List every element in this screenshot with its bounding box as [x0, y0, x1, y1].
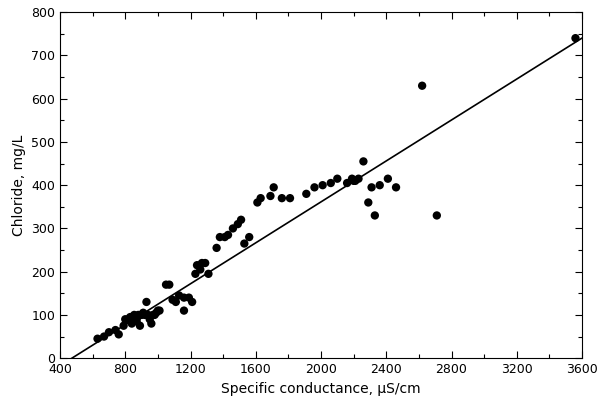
- Point: [171, 299, 181, 305]
- Point: [93, 335, 103, 342]
- Point: [212, 245, 221, 251]
- Point: [367, 184, 376, 190]
- Point: [142, 299, 151, 305]
- Point: [127, 320, 137, 327]
- Point: [187, 299, 197, 305]
- Point: [203, 271, 213, 277]
- Point: [223, 232, 233, 238]
- Point: [110, 327, 120, 333]
- Point: [326, 180, 335, 186]
- Point: [119, 322, 128, 329]
- Point: [359, 158, 368, 165]
- Point: [191, 271, 200, 277]
- Point: [99, 333, 109, 340]
- Point: [349, 177, 358, 184]
- Point: [179, 294, 189, 301]
- Point: [239, 240, 249, 247]
- Point: [145, 316, 155, 322]
- Point: [342, 180, 352, 186]
- Point: [114, 331, 124, 338]
- Point: [236, 217, 246, 223]
- Point: [375, 182, 385, 188]
- Point: [383, 175, 392, 182]
- Point: [104, 329, 114, 335]
- Point: [135, 322, 145, 329]
- Point: [432, 212, 442, 219]
- Point: [196, 266, 205, 273]
- Point: [310, 184, 319, 190]
- Point: [215, 234, 224, 240]
- Point: [130, 312, 139, 318]
- Point: [133, 314, 142, 320]
- Point: [133, 312, 143, 318]
- Point: [269, 184, 278, 190]
- Point: [347, 175, 357, 182]
- Point: [233, 221, 242, 228]
- Point: [200, 260, 210, 266]
- Y-axis label: Chloride, mg/L: Chloride, mg/L: [11, 134, 26, 236]
- Point: [146, 320, 156, 327]
- X-axis label: Specific conductance, μS/cm: Specific conductance, μS/cm: [221, 382, 421, 396]
- Point: [266, 193, 275, 199]
- Point: [256, 195, 265, 201]
- Point: [228, 225, 238, 232]
- Point: [131, 316, 140, 322]
- Point: [121, 316, 130, 322]
- Point: [302, 190, 311, 197]
- Point: [124, 316, 133, 322]
- Point: [571, 35, 580, 42]
- Point: [332, 175, 342, 182]
- Point: [350, 177, 360, 184]
- Point: [179, 307, 189, 314]
- Point: [148, 312, 158, 318]
- Point: [174, 292, 184, 299]
- Point: [150, 312, 160, 318]
- Point: [151, 309, 161, 316]
- Point: [140, 312, 149, 318]
- Point: [125, 314, 135, 320]
- Point: [184, 294, 194, 301]
- Point: [197, 260, 207, 266]
- Point: [137, 312, 146, 318]
- Point: [192, 262, 202, 269]
- Point: [139, 309, 148, 316]
- Point: [253, 199, 262, 206]
- Point: [161, 281, 171, 288]
- Point: [370, 212, 380, 219]
- Point: [220, 234, 230, 240]
- Point: [244, 234, 254, 240]
- Point: [168, 297, 178, 303]
- Point: [318, 182, 328, 188]
- Point: [391, 184, 401, 190]
- Point: [153, 307, 163, 314]
- Point: [354, 175, 364, 182]
- Point: [418, 83, 427, 89]
- Point: [285, 195, 295, 201]
- Point: [277, 195, 287, 201]
- Point: [143, 312, 153, 318]
- Point: [155, 307, 164, 314]
- Point: [132, 318, 142, 325]
- Point: [364, 199, 373, 206]
- Point: [164, 281, 174, 288]
